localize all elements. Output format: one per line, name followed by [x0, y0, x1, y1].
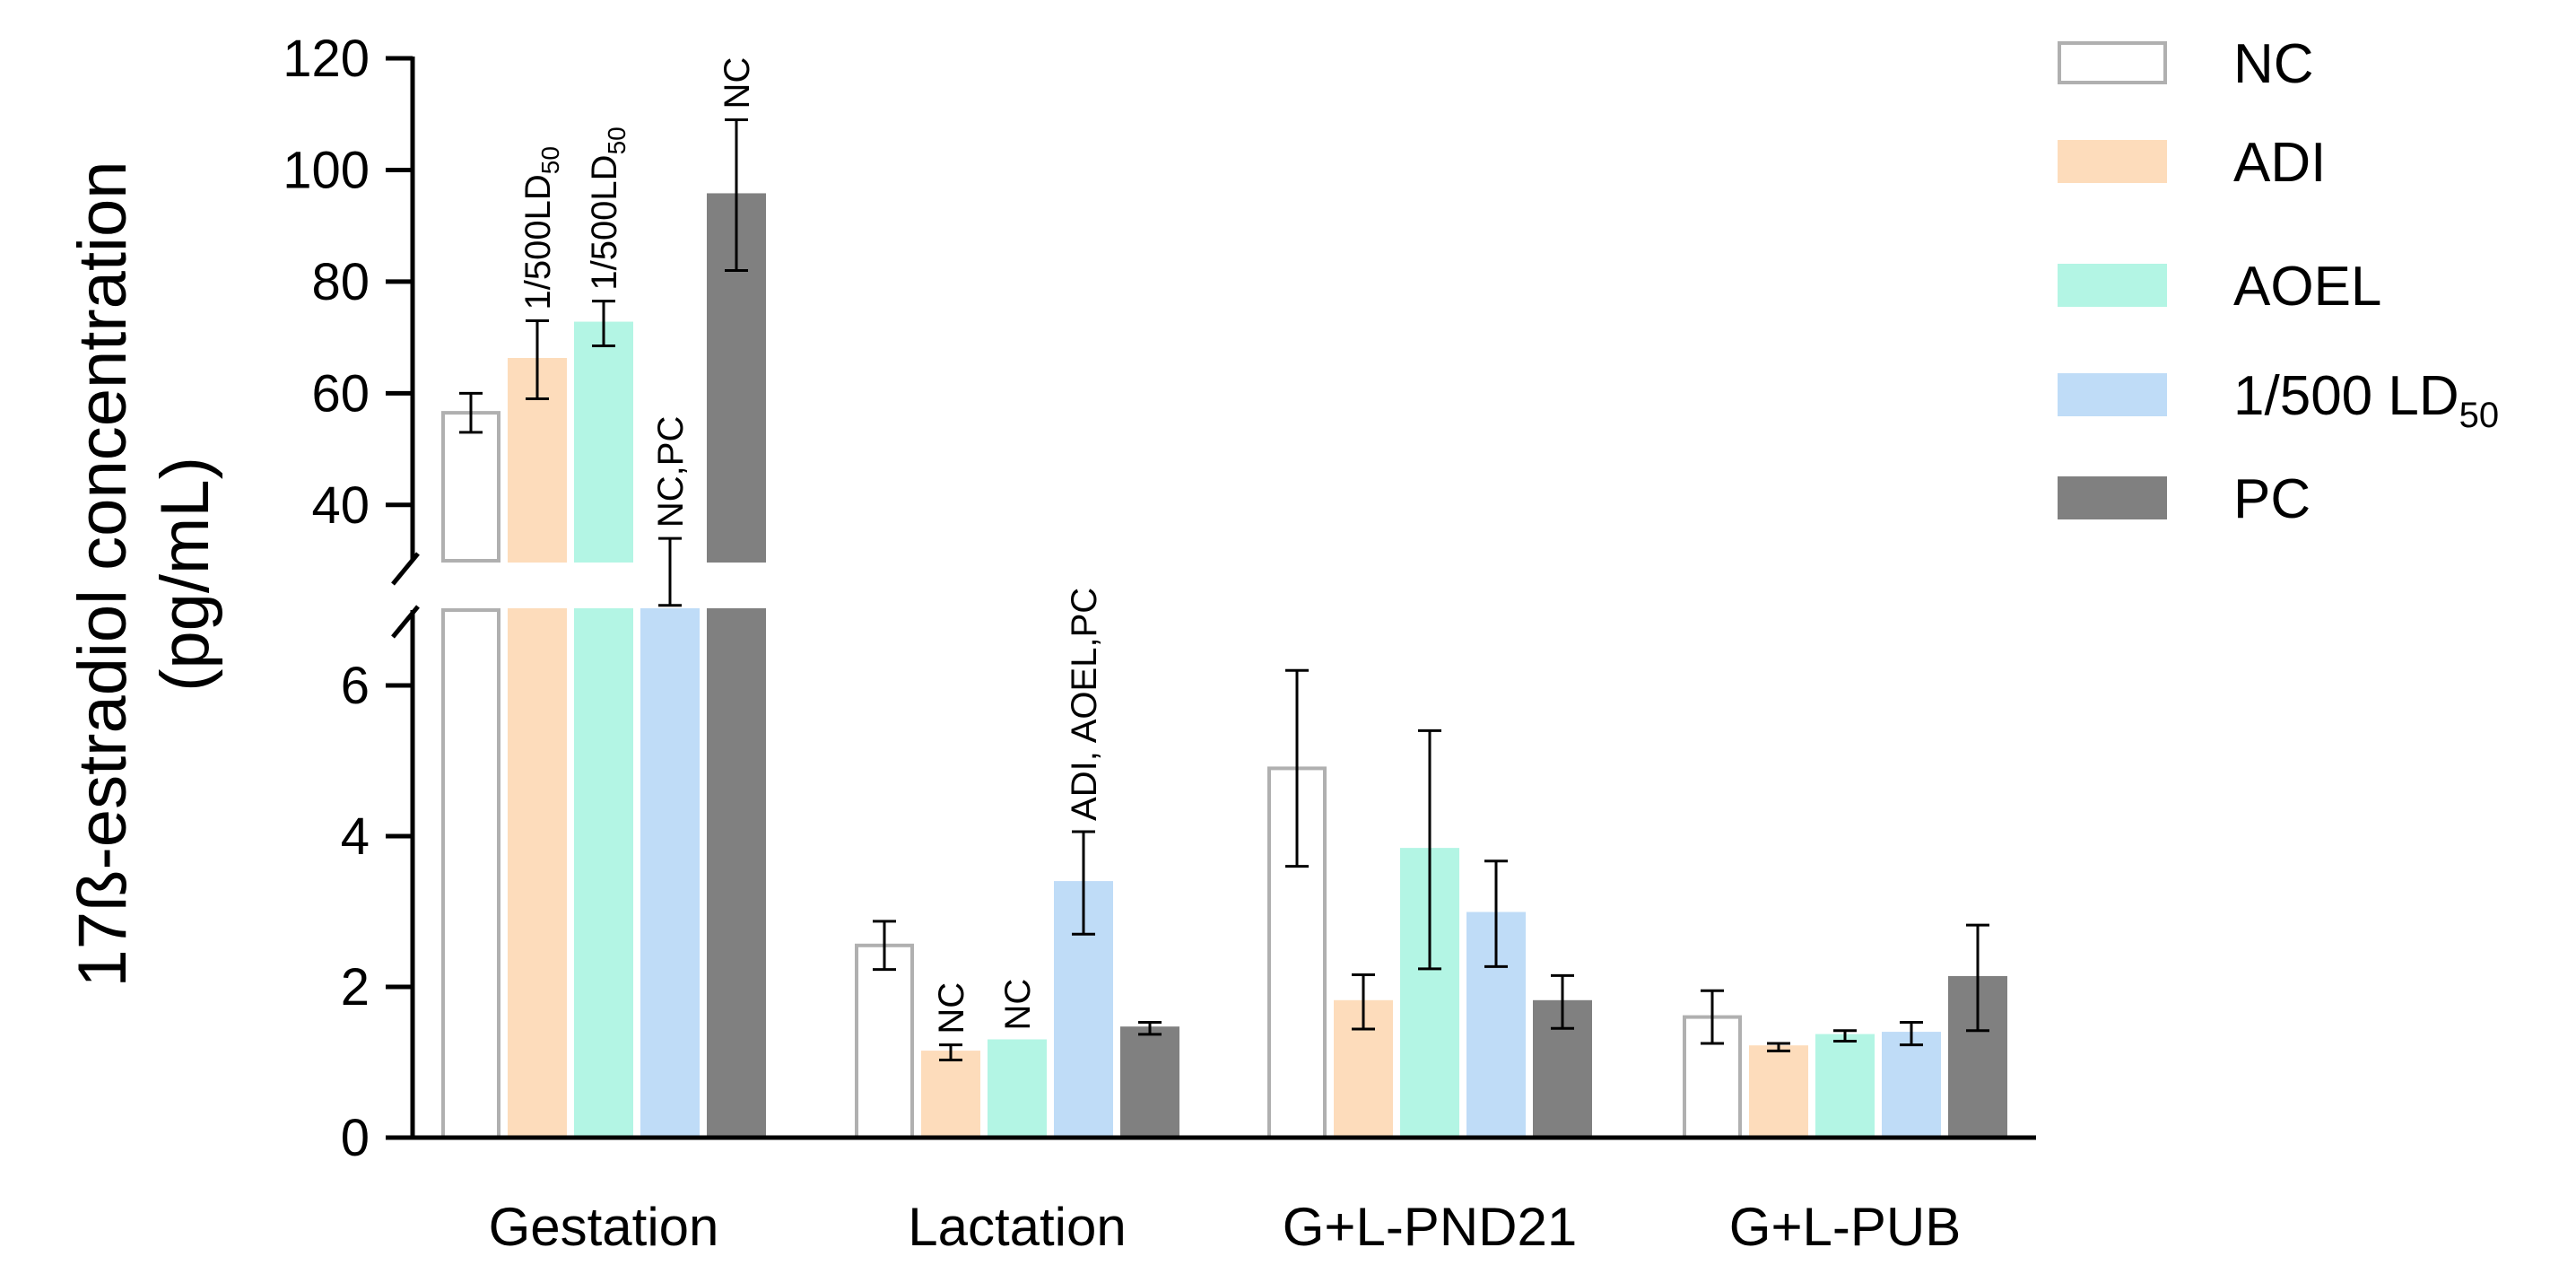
annotation-text: 1/500LD: [518, 174, 558, 310]
y-tick-label: 60: [311, 364, 370, 423]
bar-lower-segment: [574, 608, 633, 1139]
bar: [1815, 1034, 1875, 1139]
legend-label: 1/500 LD50: [2233, 365, 2499, 435]
legend-swatch: [2058, 476, 2167, 519]
annotation-subscript: 50: [536, 146, 564, 174]
x-category-label: Gestation: [489, 1197, 719, 1257]
annotation-text: NC,PC: [651, 416, 691, 528]
axis-break-mark: [391, 605, 420, 639]
x-category-label: G+L-PND21: [1283, 1197, 1577, 1257]
legend-label-text: AOEL: [2233, 256, 2381, 318]
y-tick-label: 40: [311, 476, 370, 535]
y-tick-label: 2: [341, 958, 370, 1016]
bar: [988, 1039, 1047, 1139]
annotation-subscript: 50: [603, 126, 631, 154]
bar: [921, 1051, 980, 1139]
y-tick-label: 80: [311, 253, 370, 311]
significance-annotation: NC: [932, 982, 971, 1034]
legend-swatch: [2058, 41, 2167, 84]
significance-annotation: 1/500LD50: [585, 126, 631, 290]
significance-annotation: 1/500LD50: [518, 146, 564, 310]
category-labels-layer: Gestation Lactation G+L-PND21 G+L-PUB: [489, 1197, 1962, 1257]
y-tick-label: 120: [283, 30, 370, 88]
annotation-text: NC: [932, 982, 971, 1034]
bar: [1120, 1026, 1179, 1139]
annotation-text: NC: [718, 57, 757, 109]
legend: NC ADI AOEL 1/500 LD50 PC: [2058, 33, 2499, 530]
legend-label-text: PC: [2233, 468, 2311, 530]
significance-annotation: NC,PC: [651, 416, 691, 528]
axis-break-mark: [391, 552, 420, 586]
legend-swatch: [2058, 264, 2167, 307]
annotation-text: 1/500LD: [585, 154, 624, 290]
x-category-label: G+L-PUB: [1729, 1197, 1961, 1257]
bar: [441, 411, 500, 563]
legend-label-text: NC: [2233, 33, 2314, 95]
tick-labels-layer: 0 2 4 6 40 60 80 100 120: [283, 30, 370, 1167]
legend-label-text: ADI: [2233, 132, 2326, 194]
bar: [1882, 1032, 1941, 1139]
bar-lower-segment: [508, 608, 567, 1139]
legend-swatch: [2058, 373, 2167, 416]
bars-layer: [441, 193, 2007, 1140]
legend-label-subscript: 50: [2459, 396, 2500, 435]
annotation-text: ADI, AOEL,PC: [1065, 588, 1104, 821]
legend-swatch: [2058, 140, 2167, 183]
bar: [1334, 999, 1393, 1140]
annotation-text: NC: [998, 979, 1038, 1031]
bar: [574, 321, 633, 563]
significance-annotation: NC: [998, 979, 1038, 1031]
x-category-label: Lactation: [908, 1197, 1127, 1257]
legend-label-text: 1/500 LD: [2233, 365, 2459, 427]
bar-lower-segment: [707, 608, 766, 1139]
y-tick-label: 100: [283, 141, 370, 199]
legend-label: ADI: [2233, 132, 2326, 194]
significance-annotation: NC: [718, 57, 757, 109]
y-tick-label: 0: [341, 1109, 370, 1167]
bar: [1749, 1045, 1808, 1139]
y-axis-label: 17ß-estradiol concentration: [65, 161, 141, 988]
y-tick-label: 6: [341, 657, 370, 715]
bar-lower-segment: [441, 608, 500, 1139]
bar: [855, 943, 914, 1140]
error-bars-layer: [459, 118, 1989, 1061]
legend-label: NC: [2233, 33, 2314, 95]
bar-lower-segment: [640, 608, 700, 1139]
legend-label: AOEL: [2233, 256, 2381, 318]
legend-label: PC: [2233, 468, 2311, 530]
axes-layer: [386, 56, 2036, 1140]
y-tick-label: 4: [341, 807, 370, 866]
significance-annotation: ADI, AOEL,PC: [1065, 588, 1104, 821]
y-axis-unit: (pg/mL): [147, 457, 223, 692]
